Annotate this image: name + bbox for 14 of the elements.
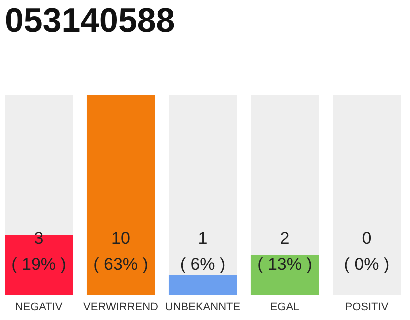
data-label: 0 ( 0% ) [344, 229, 390, 274]
data-label: 1 ( 6% ) [180, 229, 226, 274]
data-label: 2 ( 13% ) [258, 229, 312, 274]
x-tick-label: VERWIRREND [84, 302, 159, 314]
data-label: 10 ( 63% ) [94, 229, 148, 274]
bar [250, 255, 320, 295]
chart-title: 053140588 [5, 2, 176, 40]
x-tick-label: EGAL [270, 302, 300, 314]
x-tick-label: UNBEKANNTE [165, 302, 241, 314]
x-tick-label: NEGATIV [15, 302, 64, 314]
bar [86, 95, 156, 295]
x-tick-label: POSITIV [345, 302, 390, 314]
data-label: 3 ( 19% ) [12, 229, 66, 274]
bar [168, 275, 238, 295]
